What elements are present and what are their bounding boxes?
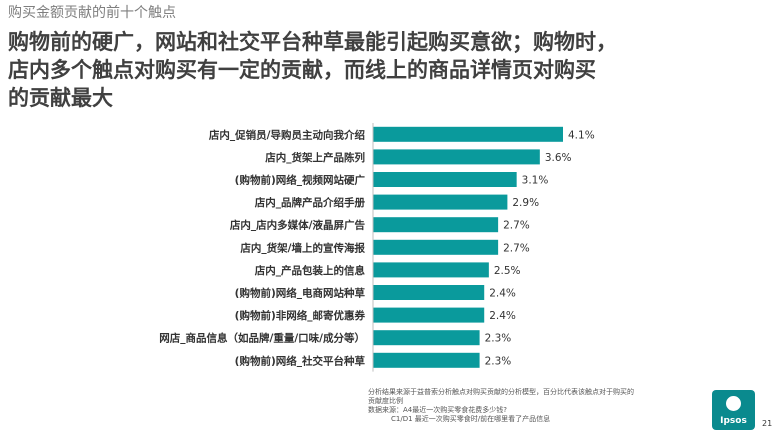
bar (373, 307, 485, 323)
category-label: (购物前)网络_视频网站硬广 (235, 174, 366, 187)
section-topic: 购买金额贡献的前十个触点 (8, 5, 176, 21)
footnote-line-1: 分析结果来源于益普索分析触点对购买贡献的分析模型，百分比代表该触点对于购买的 (368, 388, 634, 396)
category-label: 店内_货架上产品陈列 (264, 151, 365, 164)
value-label: 2.7% (503, 220, 530, 232)
value-label: 3.1% (522, 175, 549, 187)
value-label: 2.9% (512, 197, 539, 209)
value-label: 2.4% (489, 288, 516, 300)
headline-line-2: 店内多个触点对购买有一定的贡献，而线上的商品详情页对购买 (8, 58, 596, 82)
category-label: (购物前)网络_电商网站种草 (235, 287, 366, 300)
headline-line-3: 的贡献最大 (8, 86, 113, 110)
footnote-line-2: 贡献度比例 (368, 397, 403, 405)
category-label: 店内_货架/墙上的宣传海报 (239, 241, 365, 254)
value-label: 2.3% (485, 333, 512, 345)
logo-mark-icon (726, 396, 741, 411)
headline-line-1: 购物前的硬广，网站和社交平台种草最能引起购买意欲；购物时， (8, 30, 617, 54)
category-label: 网店_商品信息（如品牌/重量/口味/成分等） (159, 332, 365, 345)
page-number: 21 (762, 419, 773, 428)
headline: 购物前的硬广，网站和社交平台种草最能引起购买意欲；购物时， 店内多个触点对购买有… (8, 28, 768, 112)
category-label: 店内_店内多媒体/液晶屏广告 (229, 219, 366, 232)
logo-text: Ipsos (720, 416, 747, 426)
value-label: 4.1% (568, 129, 595, 141)
value-label: 2.7% (503, 242, 530, 254)
bar (373, 285, 485, 300)
value-label: 2.3% (485, 355, 512, 367)
bar (373, 262, 489, 278)
category-label: (购物前)非网络_邮寄优惠券 (235, 309, 366, 322)
bar (373, 352, 480, 368)
value-label: 2.4% (489, 310, 516, 322)
category-label: 店内_产品包装上的信息 (254, 264, 366, 277)
footnote-line-3: 数据来源：A4最近一次购买零食花费多少钱? (368, 406, 507, 414)
category-label: 店内_品牌产品介绍手册 (254, 196, 366, 209)
footnote: 分析结果来源于益普索分析触点对购买贡献的分析模型，百分比代表该触点对于购买的 贡… (368, 388, 713, 424)
category-label: 店内_促销员/导购员主动向我介绍 (208, 128, 365, 141)
bar (373, 126, 563, 142)
bar (373, 194, 508, 210)
value-label: 2.5% (494, 265, 521, 277)
bar (373, 149, 540, 165)
bar (373, 239, 499, 255)
bar (373, 330, 480, 346)
category-label: (购物前)网络_社交平台种草 (235, 354, 366, 367)
footnote-line-4: C1/D1 最近一次购买零食时/前在哪里看了产品信息 (391, 415, 551, 423)
ipsos-logo: Ipsos (712, 390, 755, 430)
bar (373, 217, 499, 233)
bar (373, 172, 517, 187)
value-label: 3.6% (545, 152, 572, 164)
